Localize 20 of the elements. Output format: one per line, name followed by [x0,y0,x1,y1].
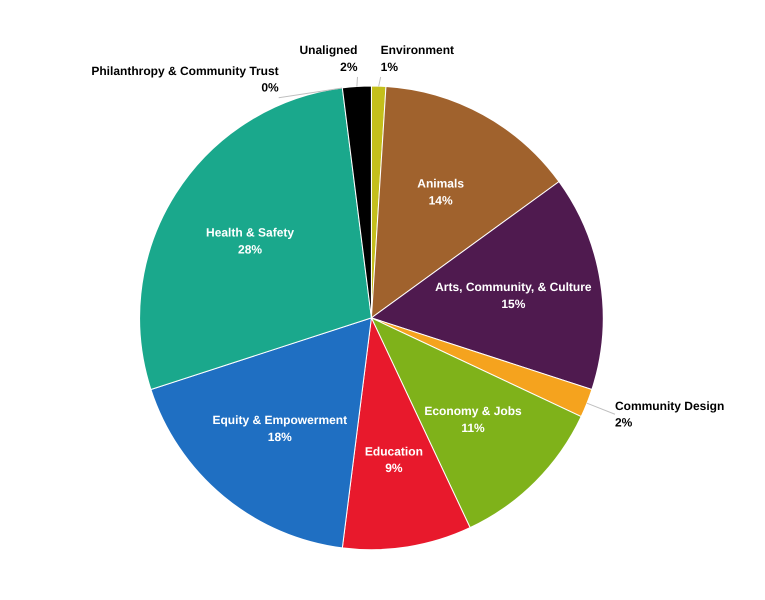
category-label: Philanthropy & Community Trust [91,64,279,78]
data-label: 1% [380,60,398,74]
slice-label: Environment [380,43,454,58]
slice-label: Unaligned [300,43,358,58]
slice-label: Education [364,444,423,458]
data-label: 9% [385,461,403,476]
data-label: 28% [238,242,262,256]
data-label: 18% [268,430,292,444]
data-label: 2% [614,416,633,430]
data-label: 11% [461,420,486,435]
slice-label: Animals [417,176,464,191]
data-label: 14% [428,193,453,208]
slice-label: Community Design [614,398,724,413]
text: 0% [261,80,279,95]
data-label: 15% [501,296,526,311]
slice-label: Health & Safety [206,226,294,240]
slice-label: Economy & Jobs [424,404,522,418]
slice-label: Equity & Empowerment [212,413,348,428]
slice-label: Arts, Community, & Culture [435,280,592,294]
data-label: 2% [340,60,358,74]
